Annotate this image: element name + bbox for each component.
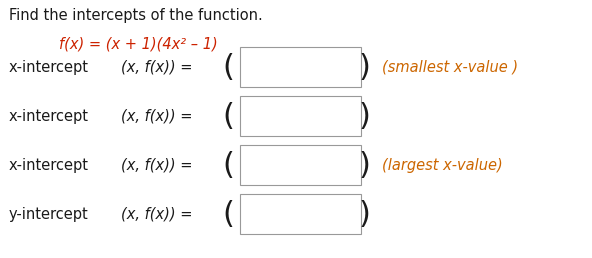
Text: x-intercept: x-intercept: [9, 60, 89, 75]
Text: (x, f(x)) =: (x, f(x)) =: [121, 158, 193, 173]
Text: (: (: [222, 53, 234, 82]
Text: (x, f(x)) =: (x, f(x)) =: [121, 207, 193, 222]
Text: x-intercept: x-intercept: [9, 109, 89, 124]
Text: (: (: [222, 102, 234, 131]
Text: ): ): [358, 53, 370, 82]
FancyBboxPatch shape: [240, 145, 361, 185]
Text: f(x) = (x + 1)(4x² – 1): f(x) = (x + 1)(4x² – 1): [59, 36, 218, 51]
Text: y-intercept: y-intercept: [9, 207, 89, 222]
FancyBboxPatch shape: [240, 96, 361, 136]
Text: ): ): [358, 151, 370, 180]
Text: (: (: [222, 200, 234, 229]
Text: ): ): [358, 102, 370, 131]
Text: (x, f(x)) =: (x, f(x)) =: [121, 109, 193, 124]
Text: Find the intercepts of the function.: Find the intercepts of the function.: [9, 8, 263, 23]
FancyBboxPatch shape: [240, 47, 361, 87]
Text: (largest x-value): (largest x-value): [382, 158, 503, 173]
Text: ): ): [358, 200, 370, 229]
Text: (: (: [222, 151, 234, 180]
Text: x-intercept: x-intercept: [9, 158, 89, 173]
Text: (x, f(x)) =: (x, f(x)) =: [121, 60, 193, 75]
FancyBboxPatch shape: [240, 194, 361, 234]
Text: (smallest x-value ): (smallest x-value ): [382, 60, 518, 75]
